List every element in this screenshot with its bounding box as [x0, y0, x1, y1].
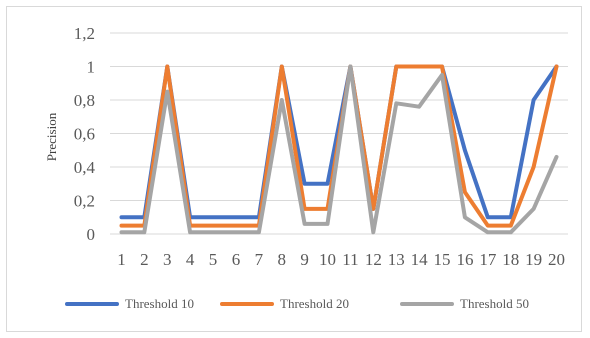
- x-tick-label: 17: [479, 250, 497, 269]
- series-line-3: [119, 64, 559, 235]
- x-tick-label: 1: [117, 250, 126, 269]
- x-tick-label: 8: [278, 250, 287, 269]
- y-tick-label: 0,2: [74, 192, 95, 211]
- y-axis-label: Precision: [44, 112, 59, 161]
- x-tick-label: 13: [388, 250, 405, 269]
- x-tick-label: 5: [209, 250, 218, 269]
- x-tick-label: 12: [365, 250, 382, 269]
- x-tick-label: 4: [186, 250, 195, 269]
- y-tick-label: 0: [87, 225, 96, 244]
- legend-label: Threshold 20: [280, 296, 349, 311]
- y-tick-label: 0,6: [74, 125, 95, 144]
- x-tick-label: 18: [502, 250, 519, 269]
- x-tick-label: 3: [163, 250, 172, 269]
- x-tick-label: 16: [456, 250, 473, 269]
- y-tick-label: 0,8: [74, 91, 95, 110]
- x-tick-label: 14: [411, 250, 429, 269]
- x-tick-labels: 1 2 3 4 5 6 7 8 9 10 11 12 13 14 15 16 17 18 19 20: [117, 250, 565, 269]
- x-tick-label: 9: [300, 250, 309, 269]
- y-tick-label: 0,4: [74, 158, 96, 177]
- y-tick-labels: 0 0,2 0,4 0,6 0,8 1 1,2: [74, 24, 96, 244]
- legend-label: Threshold 10: [125, 296, 194, 311]
- x-tick-label: 11: [342, 250, 358, 269]
- legend: Threshold 10 Threshold 20 Threshold 50: [65, 296, 529, 311]
- x-tick-label: 7: [255, 250, 264, 269]
- y-tick-label: 1,2: [74, 24, 95, 43]
- x-tick-label: 20: [548, 250, 565, 269]
- x-tick-label: 19: [525, 250, 542, 269]
- y-tick-label: 1: [87, 58, 96, 77]
- x-tick-label: 2: [140, 250, 149, 269]
- x-tick-label: 15: [434, 250, 451, 269]
- legend-label: Threshold 50: [460, 296, 529, 311]
- series-lines: [119, 64, 559, 235]
- x-tick-label: 6: [232, 250, 241, 269]
- x-tick-label: 10: [319, 250, 336, 269]
